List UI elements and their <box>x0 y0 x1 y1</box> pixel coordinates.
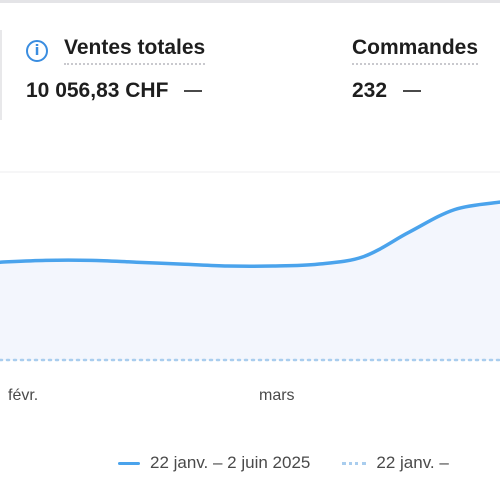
legend-item-current[interactable]: 22 janv. – 2 juin 2025 <box>118 453 310 473</box>
metric-orders[interactable]: Commandes 232 <box>352 36 479 103</box>
metric-total-sales-label: Ventes totales <box>64 36 206 65</box>
sales-line-chart[interactable] <box>0 160 500 380</box>
x-tick-label-feb: févr. <box>8 387 39 404</box>
primary-series-area <box>0 202 500 360</box>
primary-series-line[interactable] <box>0 200 500 268</box>
panel-top-border <box>0 0 500 3</box>
chart-legend: 22 janv. – 2 juin 2025 22 janv. – <box>118 453 449 473</box>
metric-orders-change-dash <box>403 90 422 92</box>
legend-item-comparison[interactable]: 22 janv. – <box>342 453 449 473</box>
metric-divider <box>0 30 2 120</box>
metric-total-sales-change-dash <box>184 90 203 92</box>
legend-swatch-dotted <box>342 461 367 465</box>
metric-total-sales-value: 10 056,83 CHF <box>26 79 169 102</box>
metric-total-sales[interactable]: i Ventes totales 10 056,83 CHF <box>26 36 206 103</box>
legend-label-current: 22 janv. – 2 juin 2025 <box>150 453 311 472</box>
metric-orders-label: Commandes <box>352 36 479 65</box>
x-tick-label-mar: mars <box>259 387 295 404</box>
metric-orders-value: 232 <box>352 79 388 102</box>
legend-swatch-solid <box>118 461 140 465</box>
info-icon[interactable]: i <box>26 39 48 62</box>
legend-label-comparison: 22 janv. – <box>376 453 449 472</box>
